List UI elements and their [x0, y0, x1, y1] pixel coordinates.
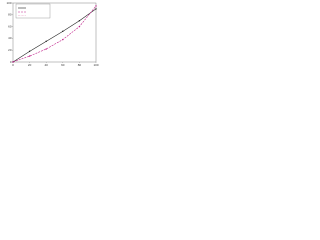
point — [45, 40, 47, 43]
y-tick-label: 40 — [8, 36, 12, 40]
x-tick-label: 80 — [78, 63, 82, 67]
y-tick-label: 60 — [8, 24, 12, 28]
y-tick-label: 80 — [8, 13, 12, 17]
plot-frame — [12, 2, 97, 63]
point — [78, 25, 81, 28]
point — [62, 30, 64, 33]
point — [95, 5, 97, 7]
x-tick-label: 40 — [45, 63, 49, 67]
point — [28, 50, 31, 53]
point — [45, 48, 47, 50]
point — [78, 20, 81, 22]
x-tick-label: 0 — [12, 63, 14, 67]
series-line — [12, 5, 97, 63]
y-tick-label: 0 — [10, 60, 12, 64]
x-tick-label: 60 — [61, 63, 65, 67]
y-tick-label: 100 — [6, 1, 11, 5]
legend-box — [15, 3, 51, 19]
point — [95, 8, 97, 10]
point — [28, 55, 31, 57]
y-tick-label: 20 — [8, 48, 12, 52]
x-tick-label: 20 — [28, 63, 32, 67]
point — [12, 61, 14, 63]
x-tick-label: 100 — [93, 63, 98, 67]
point — [62, 38, 64, 41]
series-line — [12, 8, 97, 63]
